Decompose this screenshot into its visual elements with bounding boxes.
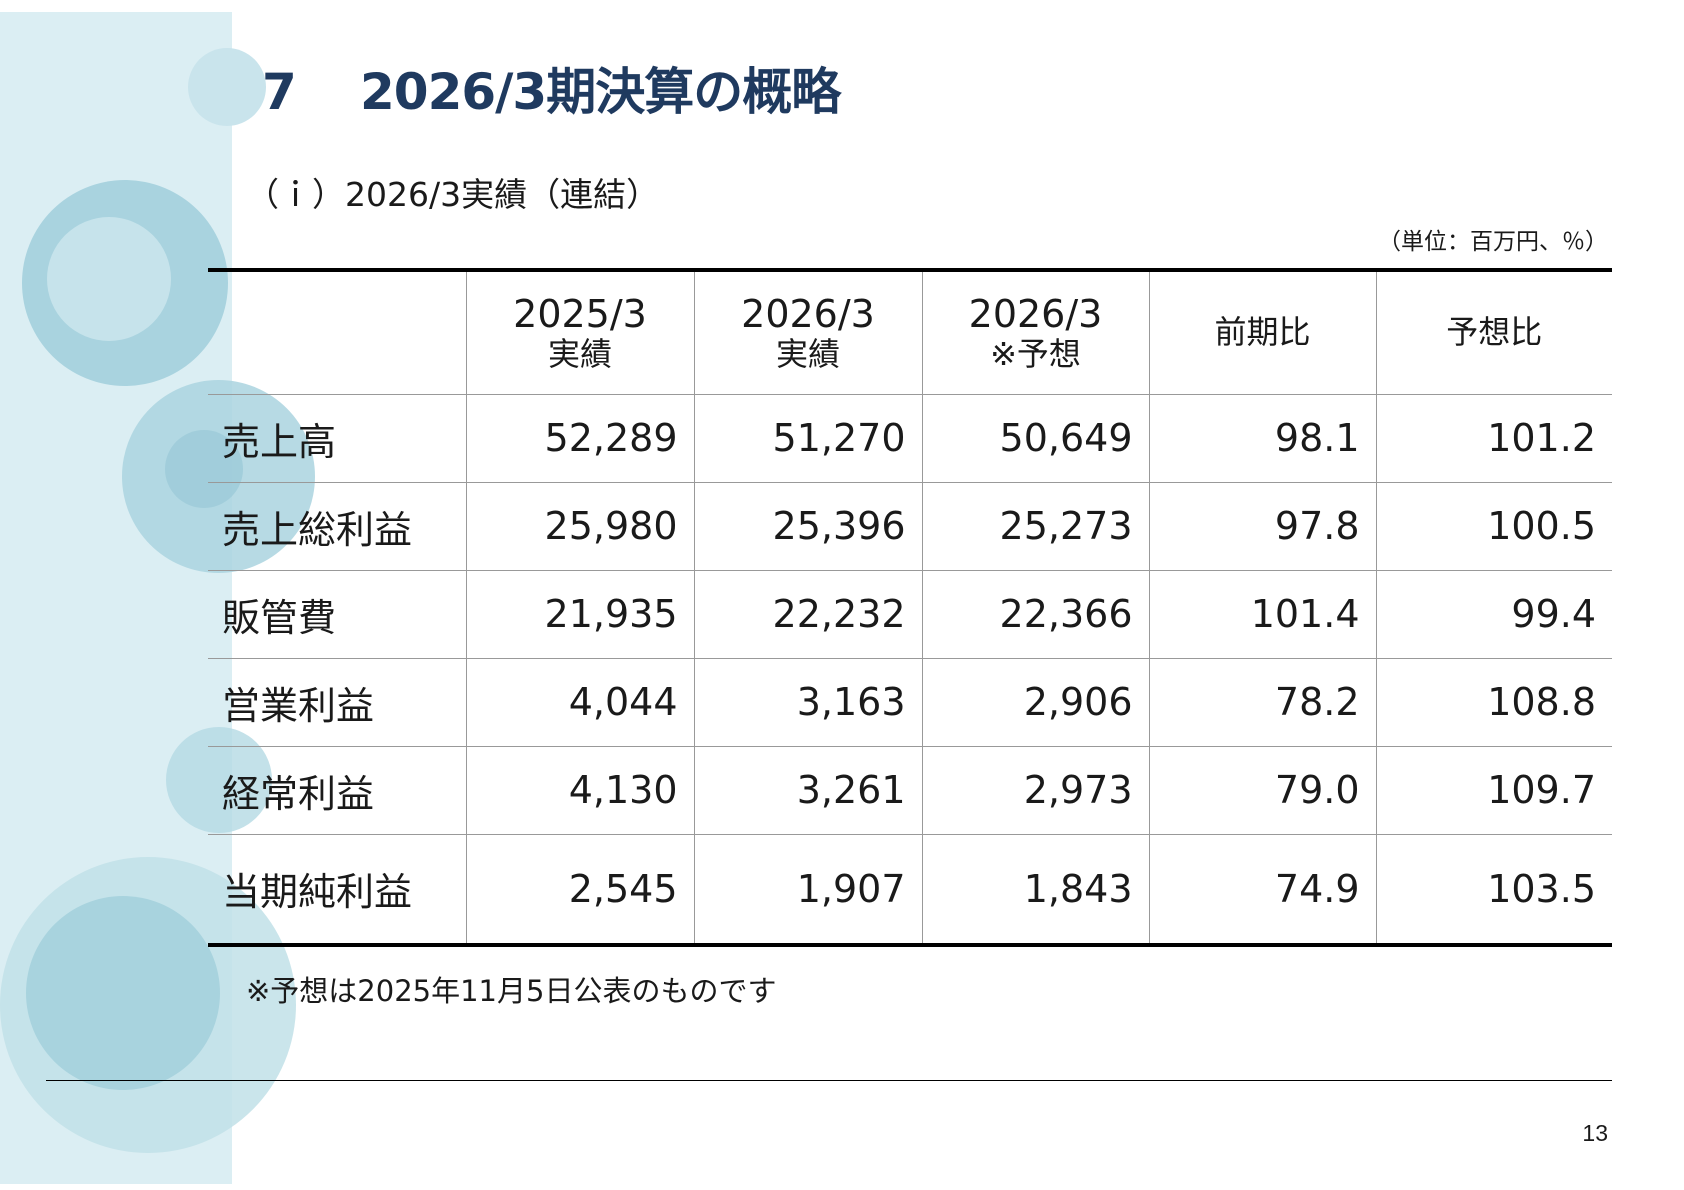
footer-divider [46,1080,1612,1081]
table-cell: 1,843 [921,834,1149,947]
table-cell: 100.5 [1375,482,1612,571]
table-cell: 4,130 [465,746,694,835]
table-cell: 103.5 [1375,834,1612,947]
title-text: 2026/3期決算の概略 [360,63,841,121]
table-cell: 78.2 [1148,658,1376,747]
table-cell: 1,907 [693,834,922,947]
table-cell: 21,935 [465,570,694,659]
header-cell-2025-actual: 2025/3 実績 [465,268,694,395]
table-cell: 109.7 [1375,746,1612,835]
table-cell: 22,366 [921,570,1149,659]
table-row: 当期純利益 2,545 1,907 1,843 74.9 103.5 [208,834,1612,947]
row-label: 当期純利益 [208,834,466,947]
table-cell: 97.8 [1148,482,1376,571]
unit-note: （単位：百万円、％） [1378,229,1608,255]
table-row: 売上高 52,289 51,270 50,649 98.1 101.2 [208,394,1612,483]
header-cell-2026-forecast: 2026/3 ※予想 [921,268,1149,395]
table-cell: 99.4 [1375,570,1612,659]
table-cell: 4,044 [465,658,694,747]
table-cell: 51,270 [693,394,922,483]
table-cell: 101.2 [1375,394,1612,483]
slide-subtitle: （ｉ）2026/3実績（連結） [246,175,660,214]
page-number: 13 [1582,1120,1608,1146]
table-cell: 2,973 [921,746,1149,835]
table-cell: 2,906 [921,658,1149,747]
row-label: 売上高 [208,394,466,483]
table-cell: 3,163 [693,658,922,747]
table-cell: 25,396 [693,482,922,571]
table-cell: 52,289 [465,394,694,483]
row-label: 営業利益 [208,658,466,747]
section-number: 7 [262,63,297,121]
decorative-circle [26,896,220,1090]
header-cell-empty [208,268,466,395]
table-row: 営業利益 4,044 3,163 2,906 78.2 108.8 [208,658,1612,747]
decorative-circle [47,217,171,341]
table-cell: 25,273 [921,482,1149,571]
header-cell-yoy: 前期比 [1148,268,1376,395]
table-cell: 79.0 [1148,746,1376,835]
table-cell: 74.9 [1148,834,1376,947]
table-row: 売上総利益 25,980 25,396 25,273 97.8 100.5 [208,482,1612,571]
table-row: 経常利益 4,130 3,261 2,973 79.0 109.7 [208,746,1612,835]
header-cell-2026-actual: 2026/3 実績 [693,268,922,395]
slide-title: 7 2026/3期決算の概略 [262,52,841,124]
decorative-circle [188,48,266,126]
results-table: 2025/3 実績 2026/3 実績 2026/3 ※予想 前期比 予想比 売… [208,268,1612,947]
table-cell: 108.8 [1375,658,1612,747]
header-cell-vs-forecast: 予想比 [1375,268,1612,395]
table-header-row: 2025/3 実績 2026/3 実績 2026/3 ※予想 前期比 予想比 [208,268,1612,395]
table-cell: 101.4 [1148,570,1376,659]
forecast-footnote: ※予想は2025年11月5日公表のものです [246,974,777,1008]
table-cell: 2,545 [465,834,694,947]
table-cell: 3,261 [693,746,922,835]
row-label: 販管費 [208,570,466,659]
table-cell: 98.1 [1148,394,1376,483]
table-cell: 50,649 [921,394,1149,483]
table-cell: 22,232 [693,570,922,659]
table-row: 販管費 21,935 22,232 22,366 101.4 99.4 [208,570,1612,659]
row-label: 経常利益 [208,746,466,835]
table-cell: 25,980 [465,482,694,571]
row-label: 売上総利益 [208,482,466,571]
